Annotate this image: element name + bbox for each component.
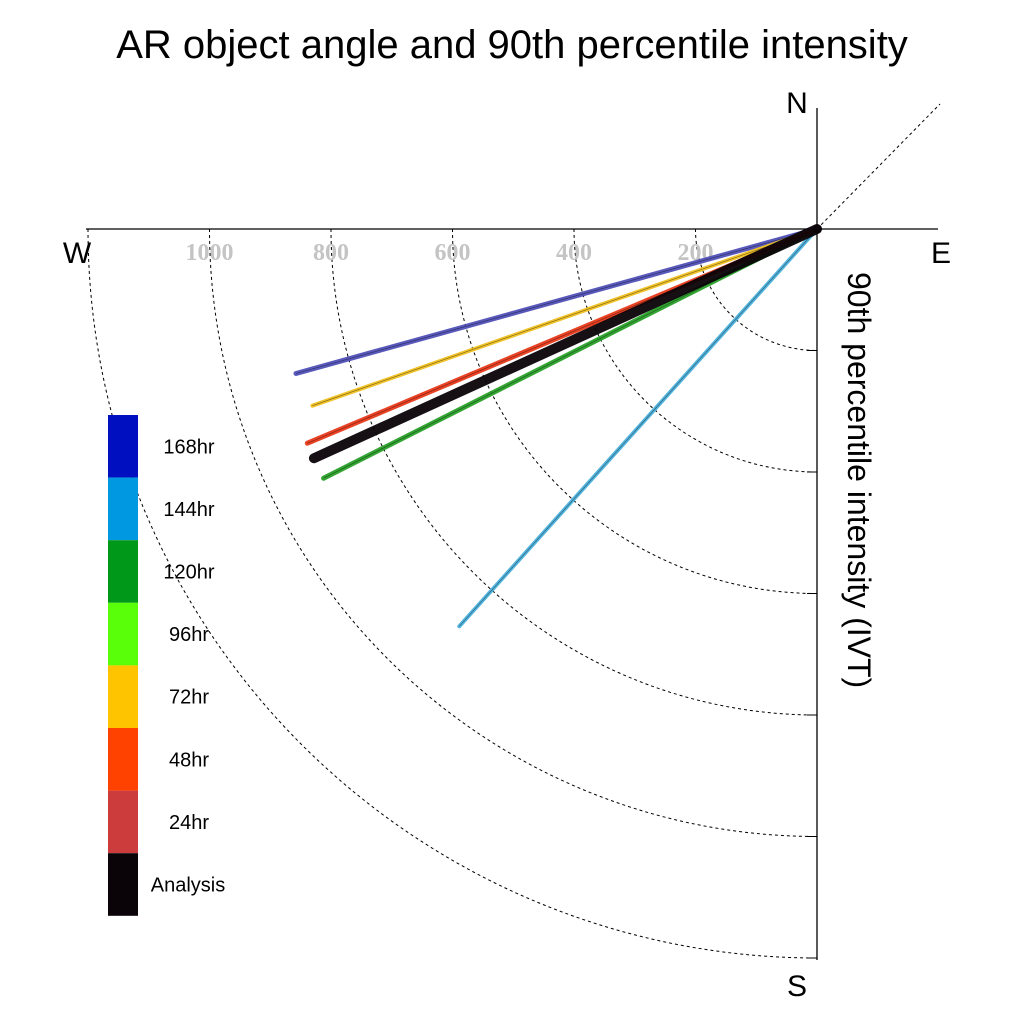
colorbar-swatch-96hr [108,602,138,666]
series-lines [293,224,822,629]
colorbar-swatch-analysis [108,853,138,916]
tick-label-600: 600 [435,240,471,266]
grid-arc-1000 [209,228,818,837]
colorbar-label-72hr: 72hr [169,687,209,709]
tick-label-800: 800 [313,240,349,266]
colorbar-label-48hr: 48hr [169,749,209,771]
series-line-72hr-core [312,228,818,406]
compass-north: N [786,87,808,120]
colorbar-swatch-120hr [108,540,138,603]
y-axis-label: 90th percentile intensity (IVT) [841,272,877,688]
colorbar-swatch-144hr [108,477,138,541]
series-line-168hr-core [295,228,818,374]
grid-arc-600 [452,228,818,594]
series-line-analysis [308,224,822,464]
series-line-144hr-core [459,228,818,627]
grid-arc-1200 [87,228,818,959]
grid-arc-200 [695,228,818,351]
colorbar-label-24hr: 24hr [169,812,209,834]
tick-label-400: 400 [556,240,592,266]
colorbar-legend: 168hr 144hr 120hr 96hr 72hr 48hr 24hr Analysis [108,415,225,916]
colorbar-label-analysis: Analysis [151,875,225,897]
colorbar-label-168hr: 168hr [163,436,214,458]
radial-tick-labels: 1000 800 600 400 200 [186,240,714,266]
colorbar-swatch-168hr [108,415,138,478]
grid-arc-400 [573,228,818,473]
radial-grid [87,228,818,959]
tick-label-1000: 1000 [186,240,234,266]
compass-south: S [787,970,807,1003]
colorbar-swatch-48hr [108,728,138,791]
compass-west: W [63,237,92,270]
chart-title: AR object angle and 90th percentile inte… [116,23,908,67]
colorbar-swatch-72hr [108,665,138,728]
colorbar-label-96hr: 96hr [169,624,209,646]
colorbar-label-120hr: 120hr [163,562,214,584]
colorbar-swatch-24hr [108,790,138,854]
diagonal-reference-line [816,103,941,230]
origin-point [812,224,822,234]
grid-arc-800 [330,228,818,716]
colorbar-label-144hr: 144hr [163,499,214,521]
compass-east: E [931,237,951,270]
compass-axes [86,103,941,960]
